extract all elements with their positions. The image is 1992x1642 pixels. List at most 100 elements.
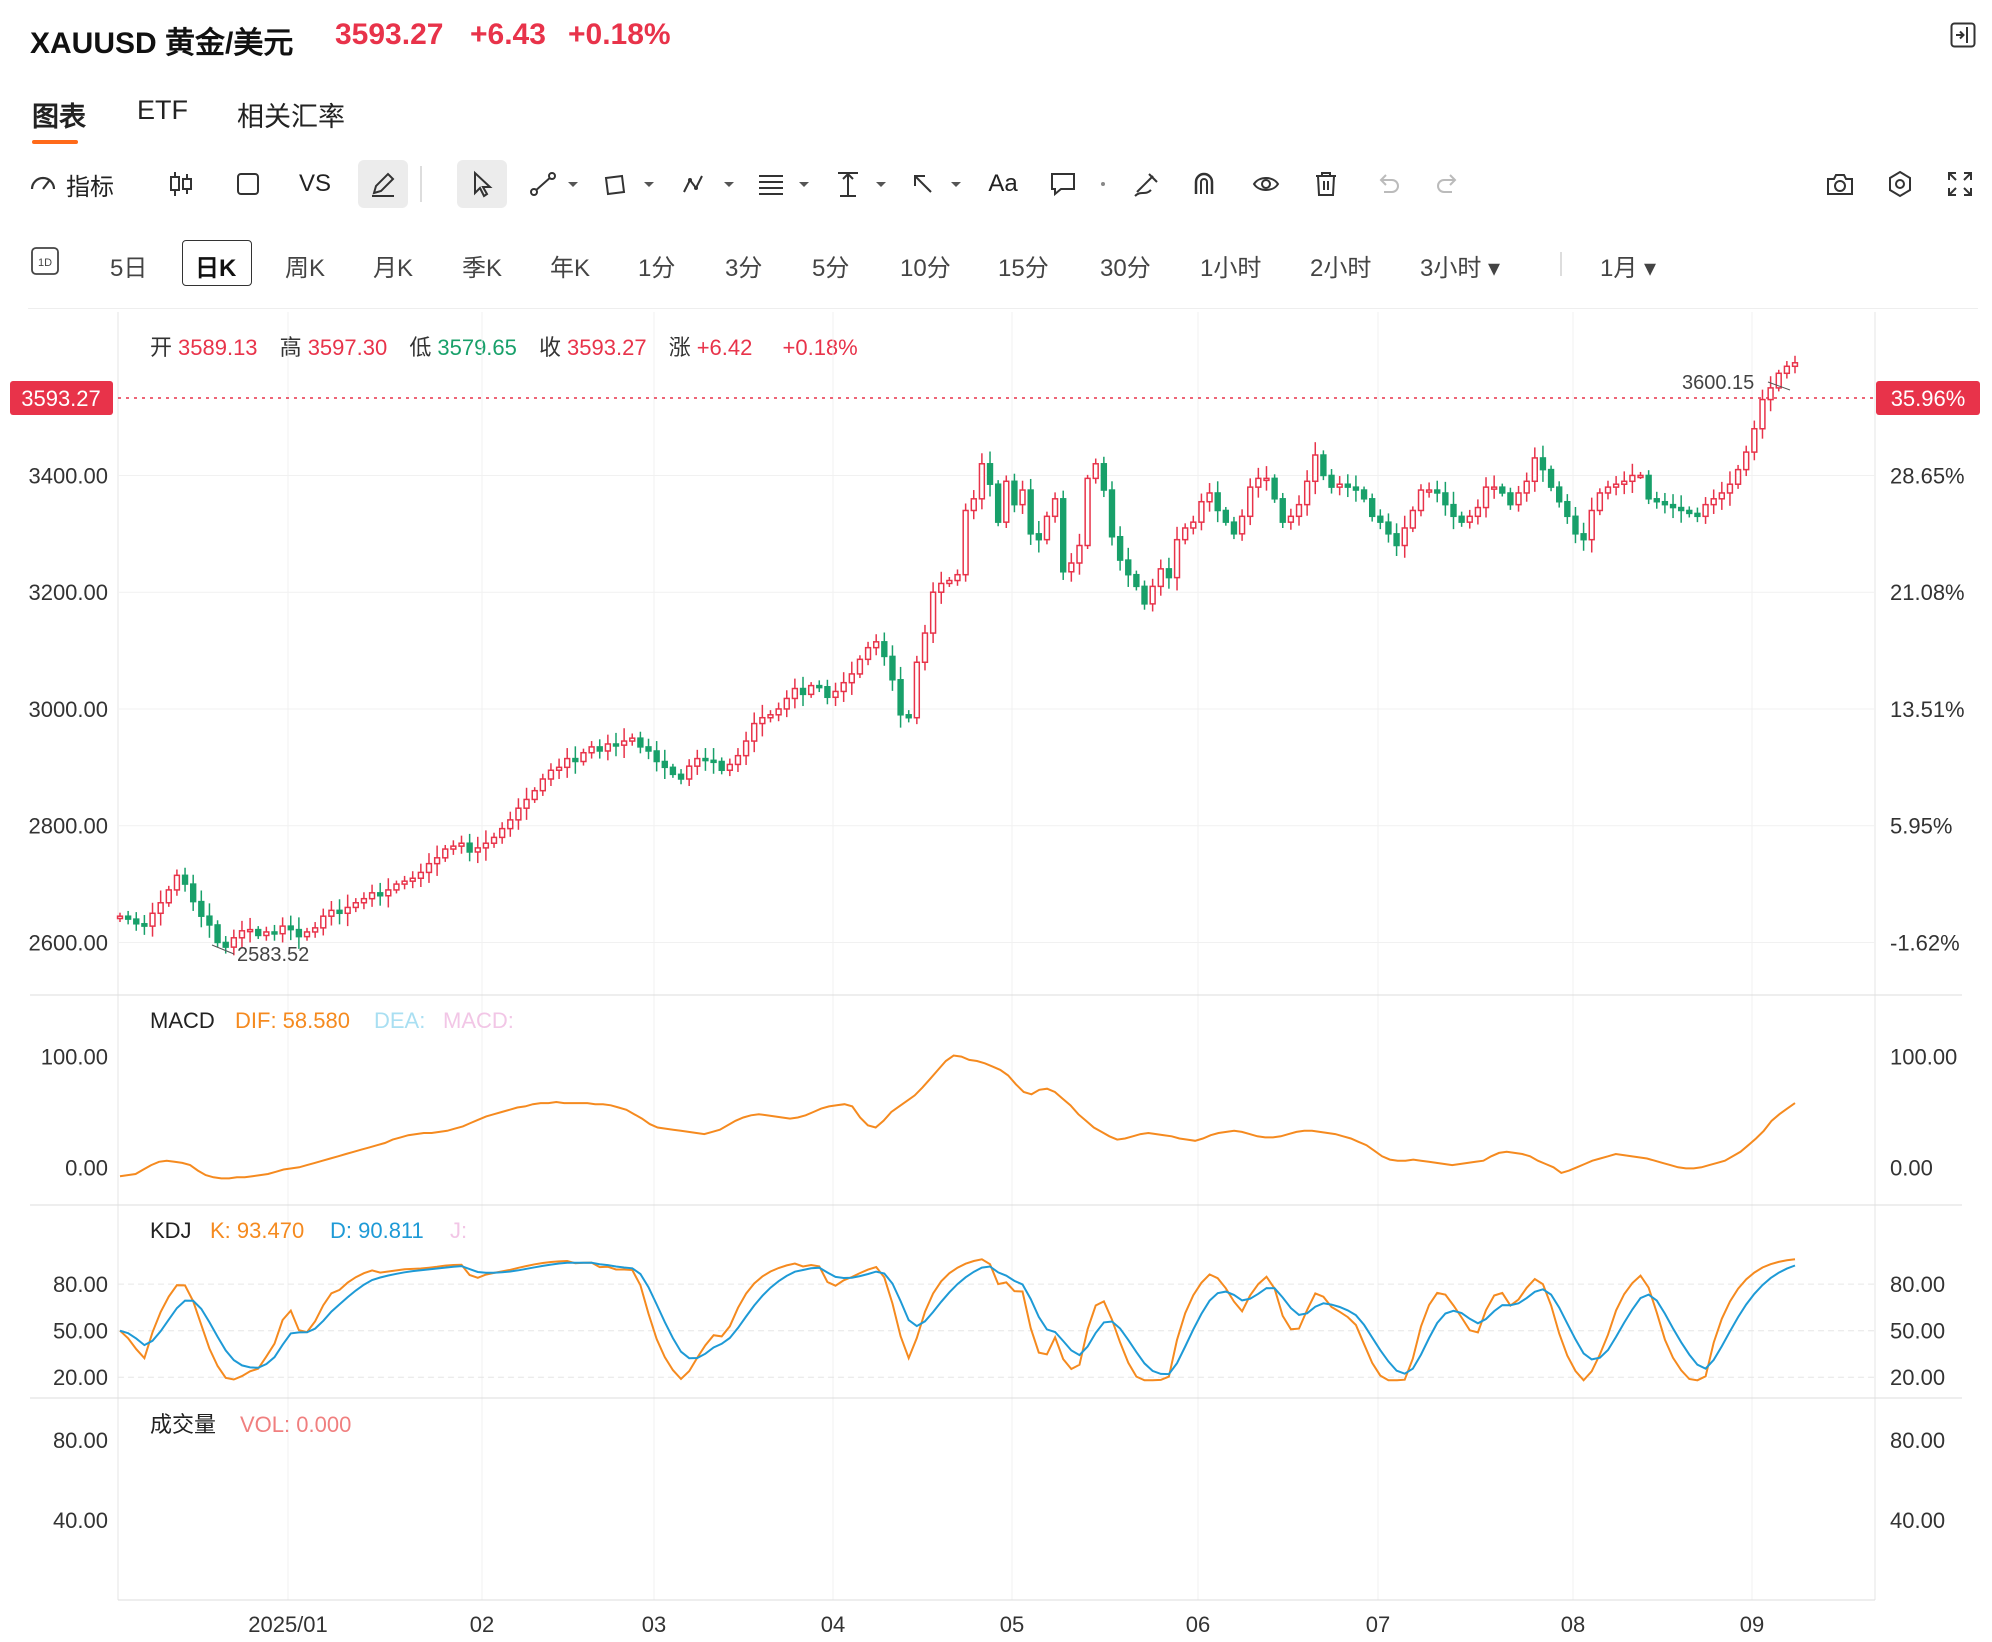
period-8[interactable]: 5分 bbox=[812, 255, 850, 282]
candle-body bbox=[1490, 486, 1498, 490]
period-bar: 1D 5日 日K 周K 月K 季K 年K 1分 3分 5分 10分 15分 30分 1小时 2小时 3小时 … bbox=[0, 240, 1992, 290]
candle-body bbox=[507, 819, 514, 830]
candle-body bbox=[141, 923, 148, 927]
close-label: 收 bbox=[539, 335, 562, 360]
kdj-tick-label-right: 20.00 bbox=[1890, 1365, 1945, 1390]
period-1d-icon[interactable]: 1D bbox=[30, 246, 60, 283]
period-1[interactable]: 日K bbox=[195, 255, 237, 282]
visibility-eye-icon[interactable] bbox=[1248, 160, 1284, 208]
period-14[interactable]: 3小时 ▾ bbox=[1420, 255, 1501, 282]
delete-trash-icon[interactable] bbox=[1308, 160, 1344, 208]
candle-body bbox=[222, 941, 229, 948]
candle-body bbox=[1344, 483, 1351, 488]
dot-separator-icon bbox=[1098, 160, 1108, 208]
last-price: 3593.27 bbox=[335, 18, 444, 51]
candle-body bbox=[133, 918, 140, 925]
kdj-d-label: D: 90.811 bbox=[330, 1218, 424, 1243]
price-change: +6.43 bbox=[470, 18, 546, 51]
candle-body bbox=[230, 937, 238, 948]
candle-body bbox=[206, 915, 213, 926]
candle-body bbox=[1482, 486, 1490, 509]
candle-body bbox=[1677, 506, 1685, 512]
candle-body bbox=[783, 697, 790, 710]
min-price-annotation: 2583.52 bbox=[237, 944, 309, 966]
candle-body bbox=[1588, 509, 1595, 541]
period-0[interactable]: 5日 bbox=[110, 255, 148, 282]
text-tool-button[interactable]: Aa bbox=[985, 160, 1021, 208]
indicators-button[interactable]: 指标 bbox=[28, 160, 128, 208]
eraser-draw-icon[interactable] bbox=[1128, 160, 1164, 208]
volume-tick-label: 80.00 bbox=[53, 1428, 108, 1453]
layout-icon[interactable] bbox=[230, 160, 266, 208]
period-10[interactable]: 15分 bbox=[998, 255, 1049, 282]
shape-tool-icon[interactable] bbox=[600, 160, 660, 208]
period-4[interactable]: 季K bbox=[462, 255, 503, 282]
trend-line-tool-icon[interactable] bbox=[528, 160, 584, 208]
candle-body bbox=[149, 912, 156, 927]
period-6[interactable]: 1分 bbox=[638, 255, 676, 282]
period-12[interactable]: 1小时 bbox=[1200, 255, 1262, 282]
candle-body bbox=[1474, 506, 1482, 518]
pattern-tool-icon[interactable] bbox=[680, 160, 740, 208]
chart-canvas[interactable]: 2025/01 02 03 04 05 06 07 08 09 3400.00 3200.00 300… bbox=[0, 300, 1992, 1642]
settings-gear-icon[interactable] bbox=[1882, 160, 1918, 208]
cursor-arrow-icon[interactable] bbox=[457, 160, 507, 208]
comment-tool-icon[interactable] bbox=[1045, 160, 1081, 208]
magnet-icon[interactable] bbox=[1186, 160, 1222, 208]
candle-body bbox=[1523, 480, 1530, 494]
candle-body bbox=[377, 892, 384, 897]
close-value: 3593.27 bbox=[567, 335, 647, 360]
period-2[interactable]: 周K bbox=[285, 255, 326, 282]
collapse-panel-icon[interactable] bbox=[1950, 22, 1976, 48]
volume-title: 成交量 bbox=[150, 1412, 216, 1437]
undo-icon[interactable] bbox=[1370, 160, 1406, 208]
candle-body bbox=[328, 909, 335, 917]
fullscreen-icon[interactable] bbox=[1942, 160, 1978, 208]
compare-vs-button[interactable]: VS bbox=[295, 160, 335, 208]
candle-body bbox=[889, 655, 896, 681]
candle-body bbox=[1027, 489, 1034, 535]
candle-body bbox=[490, 836, 498, 844]
period-5[interactable]: 年K bbox=[550, 255, 591, 282]
candle-body bbox=[344, 906, 351, 915]
drawing-pencil-icon[interactable] bbox=[358, 160, 408, 208]
candle-body bbox=[1312, 454, 1319, 483]
candle-body bbox=[1645, 474, 1652, 500]
candle-body bbox=[604, 743, 612, 752]
candle-body bbox=[1287, 515, 1295, 523]
candle-body bbox=[425, 862, 433, 874]
candle-body bbox=[848, 673, 855, 684]
period-3[interactable]: 月K bbox=[373, 255, 414, 282]
x-axis-label: 05 bbox=[1000, 1612, 1024, 1637]
period-7[interactable]: 3分 bbox=[725, 255, 763, 282]
measure-tool-icon[interactable] bbox=[832, 160, 892, 208]
tab-etf[interactable]: ETF bbox=[137, 95, 188, 125]
candle-body bbox=[1076, 544, 1083, 564]
candle-body bbox=[523, 798, 530, 809]
arrow-tool-icon[interactable] bbox=[907, 160, 967, 208]
candle-body bbox=[1238, 515, 1246, 535]
fibonacci-tool-icon[interactable] bbox=[755, 160, 815, 208]
tab-chart[interactable]: 图表 bbox=[32, 102, 86, 132]
screenshot-camera-icon[interactable] bbox=[1822, 160, 1858, 208]
candle-body bbox=[1336, 483, 1343, 488]
candle-body bbox=[1531, 457, 1538, 483]
tab-related-fx[interactable]: 相关汇率 bbox=[237, 102, 345, 132]
x-axis-label: 02 bbox=[470, 1612, 494, 1637]
period-9[interactable]: 10分 bbox=[900, 255, 951, 282]
price-tick-label: 2800.00 bbox=[28, 814, 108, 839]
symbol-title: XAUUSD 黄金/美元 bbox=[30, 27, 294, 60]
period-15[interactable]: 1月 ▾ bbox=[1600, 255, 1657, 282]
candle-body bbox=[897, 679, 904, 716]
candle-body bbox=[116, 915, 124, 920]
candle-type-icon[interactable] bbox=[163, 160, 199, 208]
candle-body bbox=[271, 931, 278, 935]
active-period-frame bbox=[182, 240, 252, 286]
redo-icon[interactable] bbox=[1430, 160, 1466, 208]
period-13[interactable]: 2小时 bbox=[1310, 255, 1372, 282]
candle-body bbox=[564, 757, 571, 769]
pct-tick-label: 28.65% bbox=[1890, 463, 1965, 488]
period-11[interactable]: 30分 bbox=[1100, 255, 1151, 282]
candle-body bbox=[1279, 498, 1286, 523]
candle-body bbox=[1255, 477, 1262, 488]
